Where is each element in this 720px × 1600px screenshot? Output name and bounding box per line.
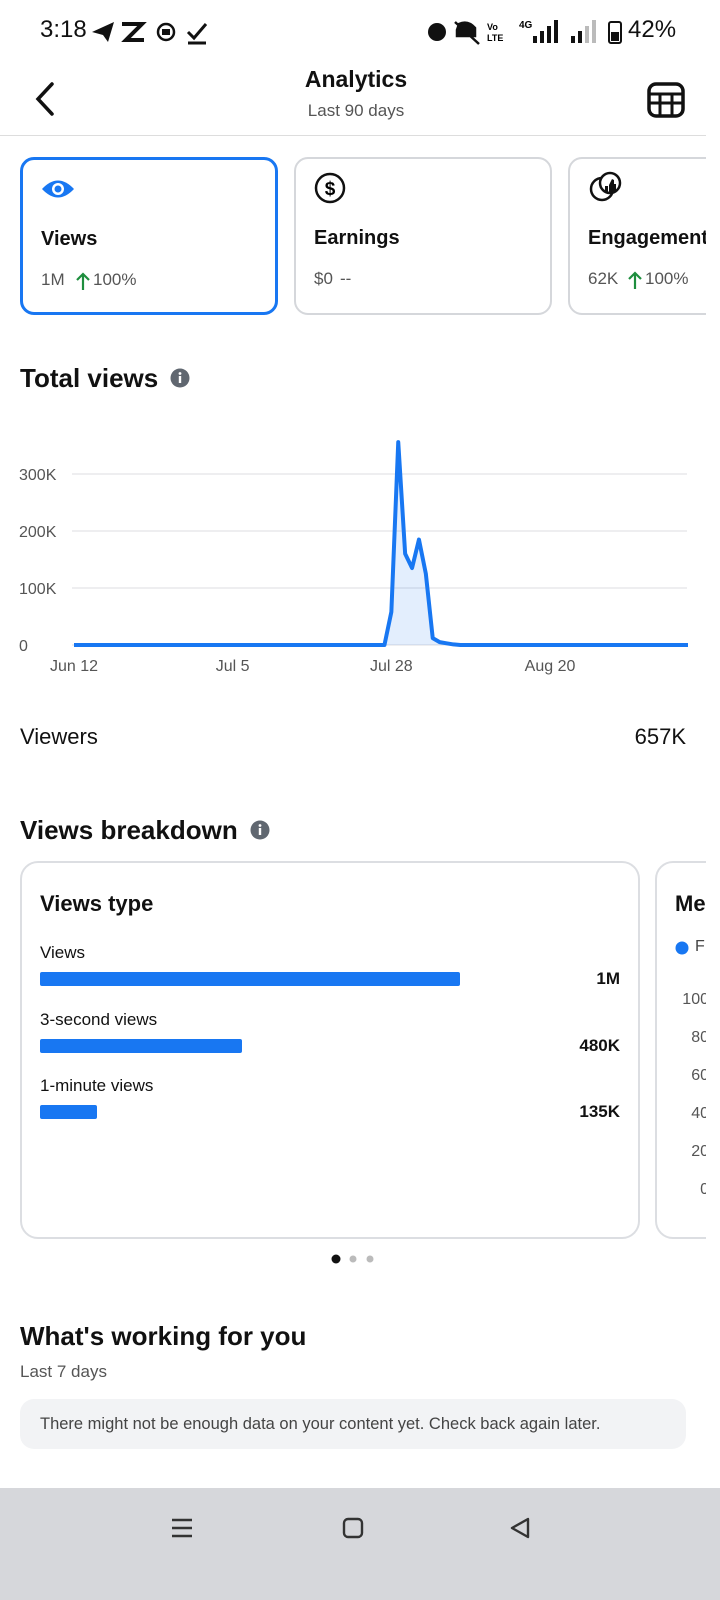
bar-label: Views [40,943,86,962]
legend-label: F [695,938,705,955]
info-icon[interactable] [170,368,190,388]
x-tick-label: Jul 28 [370,658,413,675]
viewers-label: Viewers [20,724,98,749]
message-box: There might not be enough data on your c… [20,1399,686,1449]
message-text: There might not be enough data on your c… [40,1415,601,1433]
home-button[interactable] [340,1516,366,1540]
bar-value-label: 135K [579,1102,620,1121]
metric-card[interactable]: Views 1M 100% [20,157,278,315]
y-tick-label: 100 [682,991,706,1008]
header-subtitle: Last 90 days [307,101,405,120]
x-tick-label: Aug 20 [525,658,576,675]
line-area [74,442,688,645]
eye-icon [42,180,74,198]
section-title: What's working for you [20,1321,307,1351]
x-tick-label: Jun 12 [50,658,98,675]
metric-change: 100% [645,269,689,288]
section-title: Views breakdown [20,815,238,845]
header-divider [0,135,706,136]
nav-bar [0,1488,720,1600]
second-breakdown-card[interactable]: Me F 100 80 60 40 20 0 [655,861,706,1239]
y-tick-label: 200K [19,524,57,541]
bar-value-label: 1M [596,969,620,988]
metric-card[interactable]: $ Earnings $0 -- [294,157,552,315]
svg-text:4G: 4G [519,20,533,31]
y-tick-label: 0 [700,1181,706,1198]
y-tick-label: 40 [691,1105,706,1122]
metric-value: 1M [41,270,65,289]
up-arrow [628,271,642,289]
line-chart: 0 100K 200K 300K Jun 12 Jul 5 Jul 28 Aug 20 [19,440,688,675]
y-tick-label: 300K [19,467,57,484]
line-series [74,440,688,647]
y-tick-label: 0 [19,638,28,655]
section-title: Total views [20,363,159,393]
bar [40,1038,242,1053]
y-tick-label: 100K [19,581,57,598]
metric-value: $0 [314,269,333,288]
card-title: Me [675,891,706,916]
legend-dot [675,941,689,955]
metric-card[interactable]: Engagement 62K 100% [568,157,706,315]
header-title: Analytics [304,66,408,92]
metric-change: 100% [93,270,137,289]
info-icon[interactable] [250,820,270,840]
engagement-icon [589,171,622,202]
up-arrow [76,272,90,290]
dollar-icon: $ [314,172,346,204]
viewers-value: 657K [634,724,686,749]
y-tick-label: 80 [691,1029,706,1046]
status-battery: 42% [628,16,677,43]
x-tick-label: Jul 5 [216,658,250,675]
section-subtitle: Last 7 days [20,1362,107,1381]
svg-text:LTE: LTE [487,33,503,43]
metric-value: 62K [588,269,619,288]
calendar-button[interactable] [646,79,688,121]
metric-label: Engagement [588,227,706,249]
y-tick-label: 20 [691,1143,706,1160]
bar [40,972,460,986]
content: 3:18 Vo LTE 4G 42% Analytics Last 90 days… [0,16,706,1449]
status-icons [92,22,208,45]
menu-button[interactable] [170,1516,196,1540]
bar-label: 3-second views [40,1009,158,1029]
metric-label: Views [41,228,98,250]
status-time: 3:18 [40,16,87,43]
card-title: Views type [40,891,154,916]
views-type-card: Views type Views 1M 3-second views 480K 1-mi… [20,861,640,1239]
metric-change: -- [340,269,352,288]
y-tick-label: 60 [691,1067,706,1084]
back-nav-button[interactable] [508,1516,534,1540]
back-button[interactable] [30,80,64,120]
bar-value-label: 480K [579,1035,620,1055]
bar-label: 1-minute views [40,1076,154,1095]
svg-text:$: $ [325,179,336,200]
pager-dots [331,1254,374,1264]
metric-label: Earnings [314,227,400,249]
bar [40,1105,97,1119]
svg-text:Vo: Vo [487,22,498,32]
